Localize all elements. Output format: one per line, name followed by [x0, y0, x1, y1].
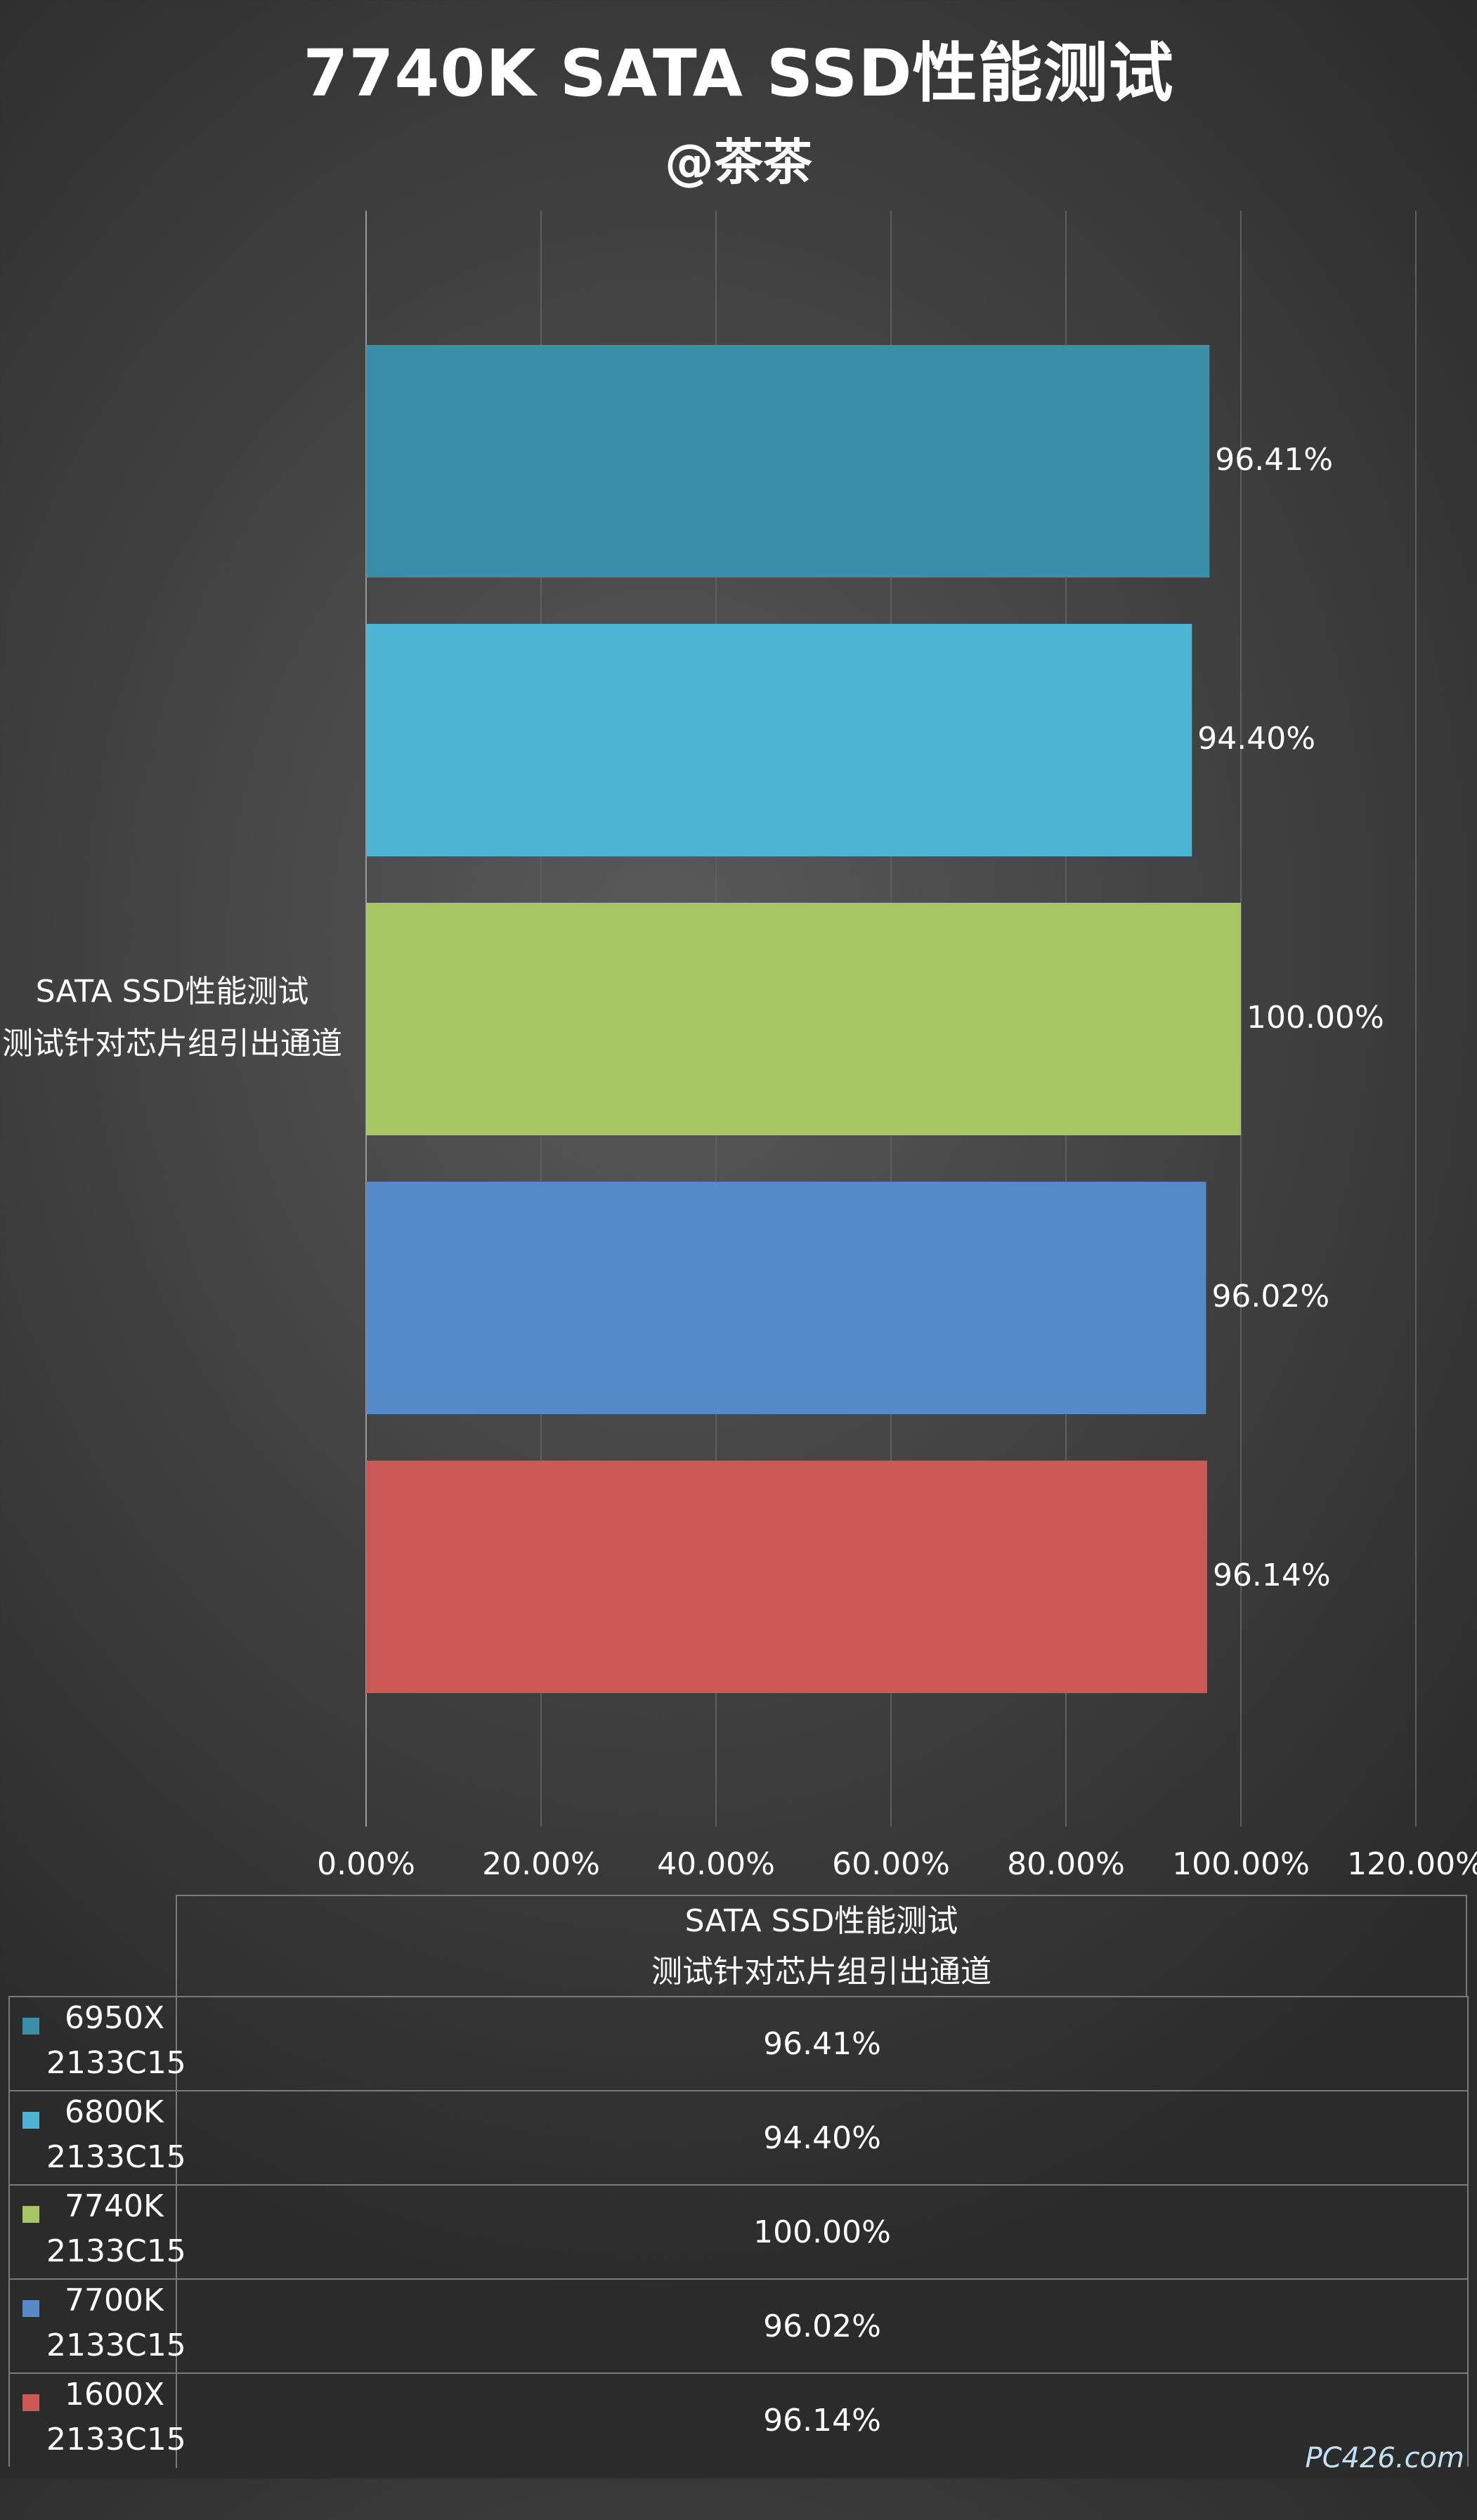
legend-swatch: [22, 2112, 39, 2129]
legend-cell: 1600X 2133C15: [10, 2374, 186, 2468]
legend-name: 1600X: [65, 2377, 165, 2413]
x-tick-label: 20.00%: [482, 1846, 600, 1882]
table-row: 7700K 2133C15 96.02%: [8, 2278, 1469, 2374]
bar-1600x: [366, 1461, 1207, 1693]
chart-title: 7740K SATA SSD性能测试: [303, 36, 1174, 111]
x-tick-label: 40.00%: [657, 1846, 775, 1882]
legend-cell: 6800K 2133C15: [10, 2091, 186, 2186]
legend-cell: 7700K 2133C15: [10, 2280, 186, 2374]
data-table-header: SATA SSD性能测试 测试针对芯片组引出通道: [176, 1895, 1467, 1996]
x-tick-label: 120.00%: [1347, 1846, 1477, 1882]
legend-sub: 2133C15: [46, 2328, 186, 2363]
data-label-7700k: 96.02%: [1211, 1278, 1330, 1314]
legend-swatch: [22, 2300, 39, 2317]
table-value: 96.14%: [763, 2403, 881, 2439]
data-label-1600x: 96.14%: [1212, 1557, 1331, 1593]
legend-sub: 2133C15: [46, 2233, 186, 2269]
legend-cell: 6950X 2133C15: [10, 1997, 186, 2091]
table-row: 6950X 2133C15 96.41%: [8, 1996, 1469, 2091]
table-value: 96.02%: [763, 2309, 881, 2344]
category-label-line-1: SATA SSD性能测试: [35, 974, 309, 1010]
legend-sub: 2133C15: [46, 2422, 186, 2457]
x-tick-label: 100.00%: [1172, 1846, 1310, 1882]
data-table: SATA SSD性能测试 测试针对芯片组引出通道 6950X 2133C15 96.…: [8, 1895, 1469, 2520]
x-tick-label: 80.00%: [1007, 1846, 1125, 1882]
table-header-line-1: SATA SSD性能测试: [684, 1903, 958, 1939]
legend-name: 7700K: [65, 2283, 164, 2318]
table-value: 96.41%: [763, 2026, 881, 2062]
category-label: SATA SSD性能测试 测试针对芯片组引出通道: [0, 966, 344, 1070]
bar-6800k: [366, 624, 1192, 856]
table-value: 94.40%: [763, 2120, 881, 2156]
bar-7740k: [366, 903, 1241, 1135]
bar-7700k: [366, 1182, 1206, 1414]
legend-name: 6800K: [65, 2094, 164, 2130]
table-header-line-2: 测试针对芯片组引出通道: [651, 1954, 991, 1990]
table-value: 100.00%: [753, 2214, 891, 2250]
data-label-7740k: 100.00%: [1247, 999, 1384, 1036]
data-label-6950x: 96.41%: [1215, 441, 1334, 478]
watermark-logo: PC426.com: [1305, 2442, 1464, 2474]
legend-name: 6950X: [65, 2000, 165, 2036]
x-tick-label: 60.00%: [832, 1846, 950, 1882]
legend-sub: 2133C15: [46, 2045, 186, 2081]
legend-cell: 7740K 2133C15: [10, 2186, 186, 2280]
x-tick-label: 0.00%: [317, 1846, 415, 1882]
legend-swatch: [22, 2018, 39, 2035]
legend-swatch: [22, 2394, 39, 2411]
table-row: 1600X 2133C15 96.14%: [8, 2372, 1469, 2468]
table-row: 6800K 2133C15 94.40%: [8, 2090, 1469, 2186]
legend-name: 7740K: [65, 2188, 164, 2224]
table-row: 7740K 2133C15 100.00%: [8, 2184, 1469, 2280]
bar-6950x: [366, 345, 1210, 577]
bar-chart: [365, 211, 1417, 1827]
chart-subtitle: @茶茶: [665, 133, 812, 191]
category-label-line-2: 测试针对芯片组引出通道: [2, 1026, 342, 1062]
legend-swatch: [22, 2206, 39, 2223]
data-label-6800k: 94.40%: [1197, 720, 1316, 757]
legend-sub: 2133C15: [46, 2139, 186, 2175]
